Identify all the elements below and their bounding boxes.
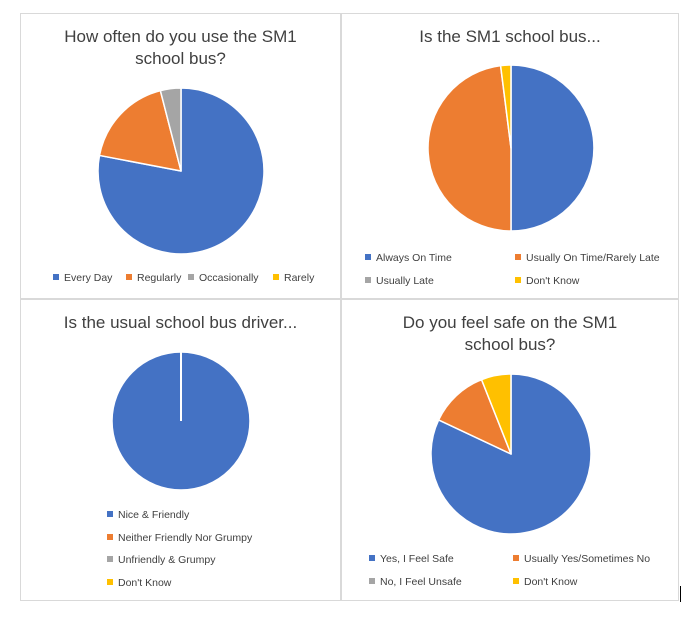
legend-swatch xyxy=(107,511,113,518)
pie-slice-occasionally xyxy=(159,87,182,172)
pie-chart-usage-frequency xyxy=(97,87,265,255)
legend-swatch xyxy=(107,534,113,541)
legend-item-yes-safe: Yes, I Feel Safe xyxy=(369,553,454,565)
legend-swatch xyxy=(53,274,59,281)
chart-title: Is the SM1 school bus... xyxy=(419,27,601,46)
pie-chart-punctuality xyxy=(427,64,595,232)
legend-swatch xyxy=(365,277,371,284)
legend-swatch xyxy=(188,274,194,281)
chart-title: How often do you use the SM1 school bus? xyxy=(64,27,297,68)
pie-slice-usually-yes-sometimes-no xyxy=(437,378,512,455)
legend-item-usually-on-time: Usually On Time/Rarely Late xyxy=(515,252,660,264)
legend-item-dont-know: Don't Know xyxy=(515,275,579,287)
legend-swatch xyxy=(126,274,132,281)
chart-panel-safety: Do you feel safe on the SM1 school bus? … xyxy=(341,299,679,601)
legend-item-always-on-time: Always On Time xyxy=(365,252,452,264)
chart-panel-punctuality: Is the SM1 school bus... Always On Time … xyxy=(341,13,679,299)
legend-item-unfriendly: Unfriendly & Grumpy xyxy=(107,554,215,566)
legend-swatch xyxy=(365,254,371,261)
legend-swatch xyxy=(513,578,519,585)
pie-chart-safety xyxy=(430,373,592,535)
legend-item-usually-yes: Usually Yes/Sometimes No xyxy=(513,553,650,565)
legend-item-every-day: Every Day xyxy=(53,272,112,284)
legend-swatch xyxy=(273,274,279,281)
pie-slice-don-t-know xyxy=(499,64,512,149)
chart-title: Is the usual school bus driver... xyxy=(63,313,298,332)
legend-swatch xyxy=(107,556,113,563)
legend-swatch xyxy=(515,254,521,261)
legend-swatch xyxy=(107,579,113,586)
legend-swatch xyxy=(513,555,519,562)
legend-item-dont-know: Don't Know xyxy=(107,577,171,589)
pie-slice-every-day xyxy=(97,87,265,255)
chart-panel-driver: Is the usual school bus driver... Nice &… xyxy=(20,299,341,601)
text-cursor xyxy=(680,586,681,602)
pie-slice-usually-on-time-rarely-late xyxy=(427,64,512,232)
legend-item-dont-know: Don't Know xyxy=(513,576,577,588)
legend-item-rarely: Rarely xyxy=(273,272,314,284)
legend-item-usually-late: Usually Late xyxy=(365,275,434,287)
pie-slice-always-on-time xyxy=(510,64,595,232)
chart-title: Do you feel safe on the SM1 school bus? xyxy=(402,313,618,354)
pie-chart-driver xyxy=(111,351,251,491)
legend-item-regularly: Regularly xyxy=(126,272,181,284)
legend-item-neither: Neither Friendly Nor Grumpy xyxy=(107,532,252,544)
legend-swatch xyxy=(515,277,521,284)
legend-swatch xyxy=(369,555,375,562)
legend-swatch xyxy=(369,578,375,585)
chart-panel-usage-frequency: How often do you use the SM1 school bus?… xyxy=(20,13,341,299)
legend-item-unsafe: No, I Feel Unsafe xyxy=(369,576,462,588)
pie-slice-regularly xyxy=(98,89,182,172)
pie-slice-don-t-know xyxy=(480,373,512,455)
legend-item-occasionally: Occasionally xyxy=(188,272,259,284)
legend-item-nice-friendly: Nice & Friendly xyxy=(107,509,189,521)
